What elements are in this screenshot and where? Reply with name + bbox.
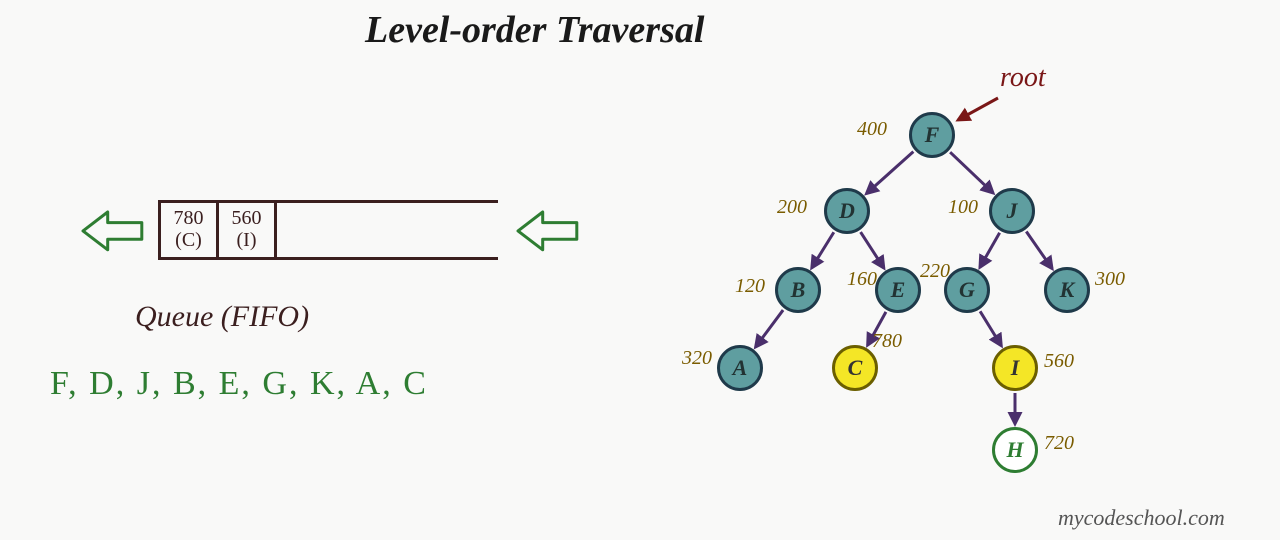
node-address-label: 300 (1095, 268, 1125, 291)
tree-node-d: D (824, 188, 870, 234)
tree-node-i: I (992, 345, 1038, 391)
tree-edge (1026, 232, 1052, 269)
tree-node-h: H (992, 427, 1038, 473)
node-address-label: 720 (1044, 432, 1074, 455)
queue-cell: 560(I) (216, 203, 274, 257)
tree-node-j: J (989, 188, 1035, 234)
traversal-output: F, D, J, B, E, G, K, A, C (50, 365, 428, 403)
node-address-label: 160 (847, 268, 877, 291)
edges-overlay (0, 0, 1280, 540)
tree-edge (980, 311, 1001, 346)
tree-node-e: E (875, 267, 921, 313)
page-title: Level-order Traversal (365, 8, 704, 52)
tree-edge (950, 152, 993, 193)
tree-edge (812, 232, 834, 268)
watermark: mycodeschool.com (1058, 505, 1225, 531)
tree-edge (861, 232, 884, 268)
node-address-label: 200 (777, 196, 807, 219)
queue-label: Queue (FIFO) (135, 300, 309, 334)
tree-edge (866, 152, 913, 194)
tree-node-k: K (1044, 267, 1090, 313)
queue-box: 780(C)560(I) (158, 200, 498, 260)
node-address-label: 220 (920, 260, 950, 283)
tree-node-g: G (944, 267, 990, 313)
node-address-label: 100 (948, 196, 978, 219)
tree-node-a: A (717, 345, 763, 391)
tree-node-b: B (775, 267, 821, 313)
queue-cell: 780(C) (158, 203, 216, 257)
node-address-label: 780 (872, 330, 902, 353)
node-address-label: 560 (1044, 350, 1074, 373)
queue-arrow-icon (518, 212, 577, 250)
tree-edge (980, 233, 1000, 268)
queue-arrow-icon (83, 212, 142, 250)
root-pointer-arrow (958, 98, 998, 120)
node-address-label: 400 (857, 118, 887, 141)
node-address-label: 320 (682, 347, 712, 370)
tree-node-f: F (909, 112, 955, 158)
tree-edge (756, 310, 784, 347)
node-address-label: 120 (735, 275, 765, 298)
root-label: root (1000, 62, 1046, 94)
